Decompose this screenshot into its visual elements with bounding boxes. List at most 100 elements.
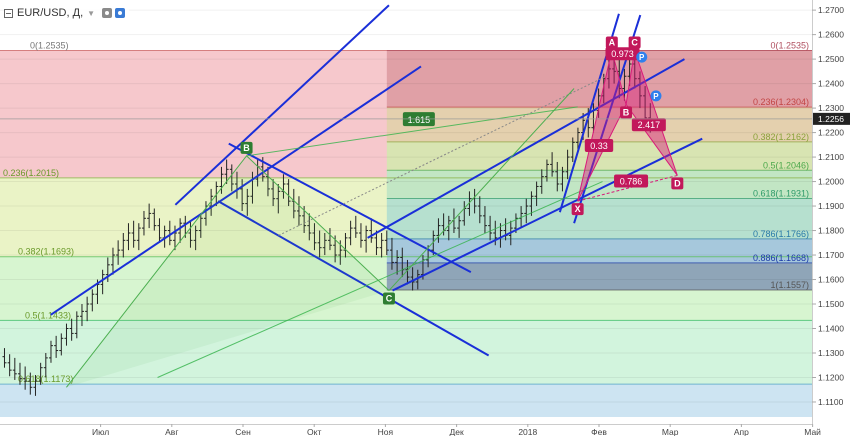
candle bbox=[446, 215, 451, 241]
price-tick-label: 1.2000 bbox=[818, 177, 844, 187]
fib-label: 0(1.2535) bbox=[770, 41, 809, 51]
fib-label: 0.786(1.1766) bbox=[753, 229, 809, 239]
green-long bbox=[157, 181, 603, 378]
candle bbox=[322, 232, 327, 256]
candle bbox=[544, 159, 549, 182]
candle bbox=[358, 223, 363, 248]
candle bbox=[152, 208, 157, 231]
price-tick-label: 1.2100 bbox=[818, 152, 844, 162]
price-axis-bg bbox=[812, 0, 850, 436]
price-tick-label: 1.1900 bbox=[818, 201, 844, 211]
time-tick-label: Окт bbox=[307, 427, 321, 436]
harmonic-triangle-xab bbox=[577, 50, 627, 202]
candle bbox=[415, 269, 420, 290]
candle bbox=[343, 232, 348, 258]
harmonic-marker-box bbox=[628, 36, 641, 49]
harmonic-ratio-box bbox=[631, 118, 666, 132]
candle bbox=[147, 203, 152, 229]
chevron-down-icon[interactable]: ▼ bbox=[87, 8, 96, 18]
harmonic-marker: A bbox=[605, 36, 618, 49]
price-tick-label: 1.2600 bbox=[818, 30, 844, 40]
price-tick-label: 1.1500 bbox=[818, 299, 844, 309]
harmonic-ratio: 0.973 bbox=[605, 47, 640, 61]
candle bbox=[126, 223, 131, 251]
candle bbox=[296, 196, 301, 226]
fib-label: 0.5(1.2046) bbox=[763, 160, 809, 170]
pivot-dot bbox=[636, 51, 648, 63]
candle bbox=[291, 188, 296, 219]
pivot-marker: P bbox=[636, 51, 648, 63]
time-tick-label: Мар bbox=[662, 427, 679, 436]
harmonic-marker: C bbox=[628, 36, 641, 49]
candle bbox=[178, 218, 183, 243]
candle bbox=[488, 215, 493, 241]
harmonic-ratio: 2.417 bbox=[631, 118, 666, 132]
candle bbox=[265, 166, 270, 197]
last-price-badge: 1.2256 bbox=[813, 112, 850, 125]
candle bbox=[395, 250, 400, 275]
price-tick-label: 1.2700 bbox=[818, 5, 844, 15]
price-tick-label: 1.1800 bbox=[818, 226, 844, 236]
abc-marker-label: C bbox=[386, 294, 393, 304]
abc-marker-box bbox=[240, 141, 253, 154]
candle bbox=[482, 206, 487, 233]
fib-zone bbox=[386, 238, 812, 263]
candle bbox=[560, 166, 565, 192]
candle bbox=[85, 296, 90, 322]
candle bbox=[405, 259, 410, 285]
candle bbox=[529, 191, 534, 216]
fib-label: 0.618(1.1931) bbox=[753, 188, 809, 198]
candle bbox=[389, 237, 394, 270]
symbol-label[interactable]: EUR/USD, Д, bbox=[17, 7, 84, 19]
candle bbox=[570, 137, 575, 162]
harmonic-marker-box bbox=[605, 36, 618, 49]
candle bbox=[369, 218, 374, 243]
dotted-line bbox=[278, 75, 607, 236]
eye-icon[interactable] bbox=[102, 8, 113, 18]
harmonic-ratio-box bbox=[614, 174, 649, 188]
fib-label: 0.886(1.1668) bbox=[753, 253, 809, 263]
fib-label: 1(1.1557) bbox=[770, 280, 809, 290]
last-price-box bbox=[813, 112, 850, 125]
minus-square-icon[interactable] bbox=[4, 8, 13, 18]
harmonic-ratio-label: 0.786 bbox=[620, 177, 643, 187]
harmonic-ratio: 0.33 bbox=[584, 139, 614, 153]
candle bbox=[100, 269, 105, 295]
candle bbox=[38, 362, 43, 385]
candle bbox=[28, 372, 33, 395]
fib-label: 0.382(1.1693) bbox=[18, 247, 74, 257]
price-tick-label: 1.2300 bbox=[818, 103, 844, 113]
candle bbox=[317, 230, 322, 258]
candle bbox=[59, 333, 64, 356]
fib-zone bbox=[386, 262, 812, 291]
candle bbox=[240, 179, 245, 211]
candle bbox=[364, 225, 369, 253]
candle bbox=[622, 68, 627, 101]
channel-down-upper bbox=[228, 142, 472, 274]
price-axis: 1.2700 1.2600 1.2500 1.2400 1.2300 1.2200 1.21… bbox=[812, 0, 850, 436]
candle bbox=[436, 218, 441, 243]
candle bbox=[379, 232, 384, 258]
candle bbox=[17, 362, 22, 385]
harmonic-marker-box bbox=[571, 203, 584, 216]
candle bbox=[193, 225, 198, 251]
candle bbox=[48, 340, 53, 363]
harmonic-marker-box bbox=[620, 106, 633, 119]
channel-up-upper bbox=[174, 4, 390, 206]
candle bbox=[524, 198, 529, 224]
candle bbox=[632, 56, 637, 89]
price-tick-label: 1.1300 bbox=[818, 348, 844, 358]
candle bbox=[327, 228, 332, 251]
gear-icon[interactable] bbox=[115, 8, 126, 18]
candle bbox=[188, 220, 193, 248]
candle bbox=[555, 161, 560, 192]
pivot-label: P bbox=[653, 92, 659, 101]
candle bbox=[198, 213, 203, 238]
candle bbox=[116, 240, 121, 265]
candle bbox=[245, 188, 250, 216]
fib-label: 0.236(1.2304) bbox=[753, 97, 809, 107]
candle bbox=[167, 220, 172, 246]
harmonic-ratio: 0.786 bbox=[614, 174, 649, 188]
abc-marker: B bbox=[240, 141, 253, 154]
